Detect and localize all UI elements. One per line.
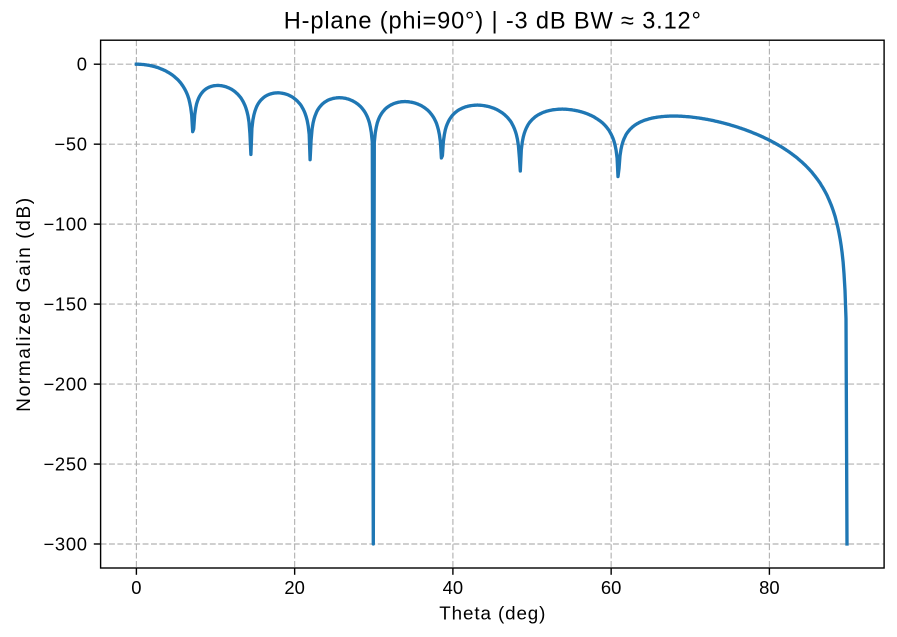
- svg-text:20: 20: [284, 577, 304, 598]
- svg-text:H-plane (phi=90°) | -3 dB BW: H-plane (phi=90°) | -3 dB BW ≈ 3.12°: [284, 9, 702, 35]
- svg-text:−250: −250: [43, 453, 87, 474]
- svg-text:−150: −150: [43, 293, 87, 314]
- svg-text:60: 60: [601, 577, 621, 598]
- svg-text:40: 40: [443, 577, 463, 598]
- svg-text:−200: −200: [43, 373, 87, 394]
- svg-text:80: 80: [759, 577, 779, 598]
- svg-text:Theta (deg): Theta (deg): [439, 603, 546, 624]
- svg-text:Normalized Gain (dB): Normalized Gain (dB): [14, 196, 35, 411]
- svg-text:−300: −300: [43, 533, 87, 554]
- svg-text:−50: −50: [54, 133, 87, 154]
- svg-text:−100: −100: [43, 213, 87, 234]
- svg-text:0: 0: [131, 577, 141, 598]
- svg-text:0: 0: [77, 54, 88, 75]
